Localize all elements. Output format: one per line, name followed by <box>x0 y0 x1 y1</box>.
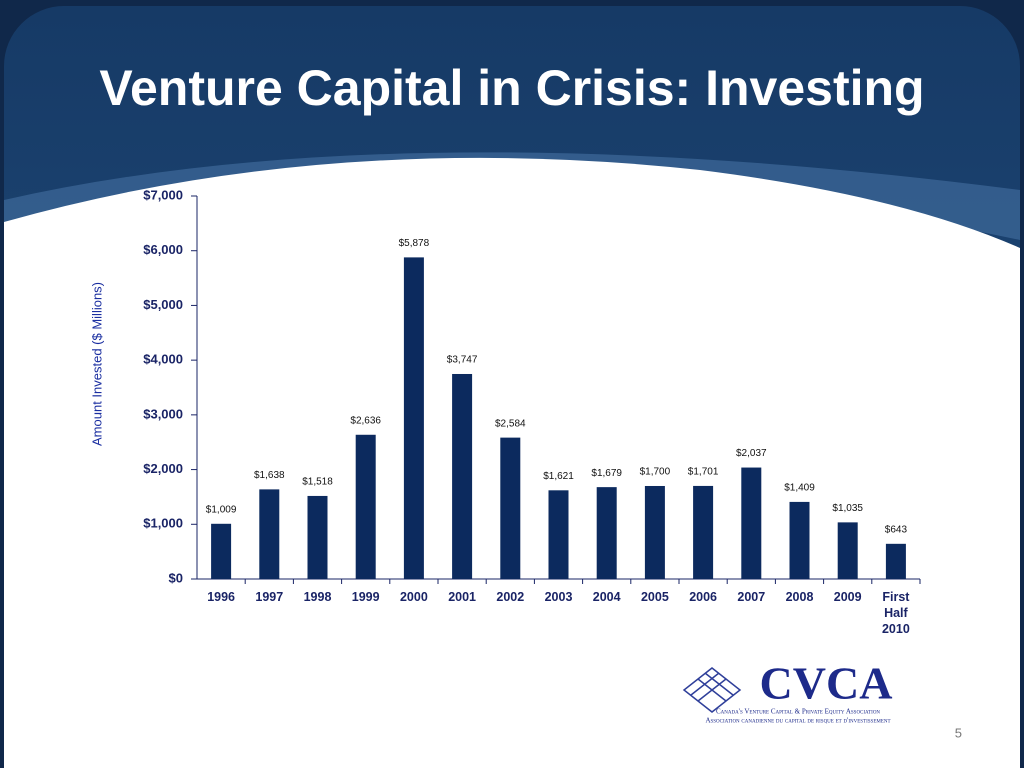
logo-name: CVCA <box>760 658 893 709</box>
bar <box>789 501 810 579</box>
value-label: $1,409 <box>784 483 815 494</box>
logo-icon <box>682 667 742 713</box>
x-tick-label: 2004 <box>592 590 621 604</box>
value-label: $2,636 <box>350 415 381 426</box>
y-tick-label: $3,000 <box>143 406 183 421</box>
x-tick-label: 2000 <box>399 590 428 604</box>
y-axis-label: Amount Invested ($ Millions) <box>89 282 104 446</box>
bar <box>596 487 617 579</box>
bar <box>452 373 473 579</box>
value-label: $2,584 <box>495 418 526 429</box>
bar <box>693 485 714 579</box>
x-tick-label: First Half 2010 <box>881 590 910 636</box>
x-tick-label: 2008 <box>785 590 814 604</box>
x-tick-label: 1997 <box>255 590 284 604</box>
x-tick-label: 2002 <box>496 590 525 604</box>
value-label: $1,701 <box>688 467 719 478</box>
value-label: $643 <box>885 524 908 535</box>
bar <box>211 523 232 579</box>
value-label: $5,878 <box>399 238 430 249</box>
value-label: $1,035 <box>832 503 863 514</box>
x-tick-label: 2009 <box>833 590 862 604</box>
value-label: $1,518 <box>302 477 333 488</box>
value-label: $1,679 <box>591 468 622 479</box>
logo-line1: Canada's Venture Capital & Private Equit… <box>716 708 880 716</box>
y-tick-label: $7,000 <box>143 187 183 202</box>
value-label: $3,747 <box>447 355 478 366</box>
x-tick-label: 2006 <box>689 590 717 604</box>
y-tick-label: $0 <box>169 570 183 585</box>
x-tick-label: 1996 <box>207 590 235 604</box>
y-tick-label: $6,000 <box>143 242 183 257</box>
bar <box>259 489 280 579</box>
x-tick-label: 2005 <box>640 590 669 604</box>
y-tick-label: $2,000 <box>143 461 183 476</box>
slide-title: Venture Capital in Crisis: Investing <box>99 60 924 116</box>
bar <box>885 543 906 579</box>
bar <box>307 495 328 579</box>
bar <box>355 434 376 579</box>
x-tick-label: 1999 <box>351 590 380 604</box>
value-label: $1,621 <box>543 471 574 482</box>
value-label: $2,037 <box>736 448 767 459</box>
bar <box>548 490 569 579</box>
x-tick-label: 2001 <box>448 590 476 604</box>
y-tick-label: $4,000 <box>143 352 183 367</box>
bar <box>644 485 665 579</box>
bar <box>837 522 858 579</box>
bar <box>500 437 521 579</box>
bar <box>403 257 424 579</box>
value-label: $1,700 <box>640 467 671 478</box>
x-tick-label: 2003 <box>544 590 573 604</box>
y-tick-label: $5,000 <box>143 297 183 312</box>
logo-line2: Association canadienne du capital de ris… <box>705 717 890 725</box>
page-number: 5 <box>955 725 962 740</box>
value-label: $1,009 <box>206 504 237 515</box>
x-tick-label: 1998 <box>303 590 332 604</box>
value-label: $1,638 <box>254 470 285 481</box>
x-tick-label: 2007 <box>737 590 766 604</box>
bar <box>741 467 762 579</box>
y-tick-label: $1,000 <box>143 516 183 531</box>
